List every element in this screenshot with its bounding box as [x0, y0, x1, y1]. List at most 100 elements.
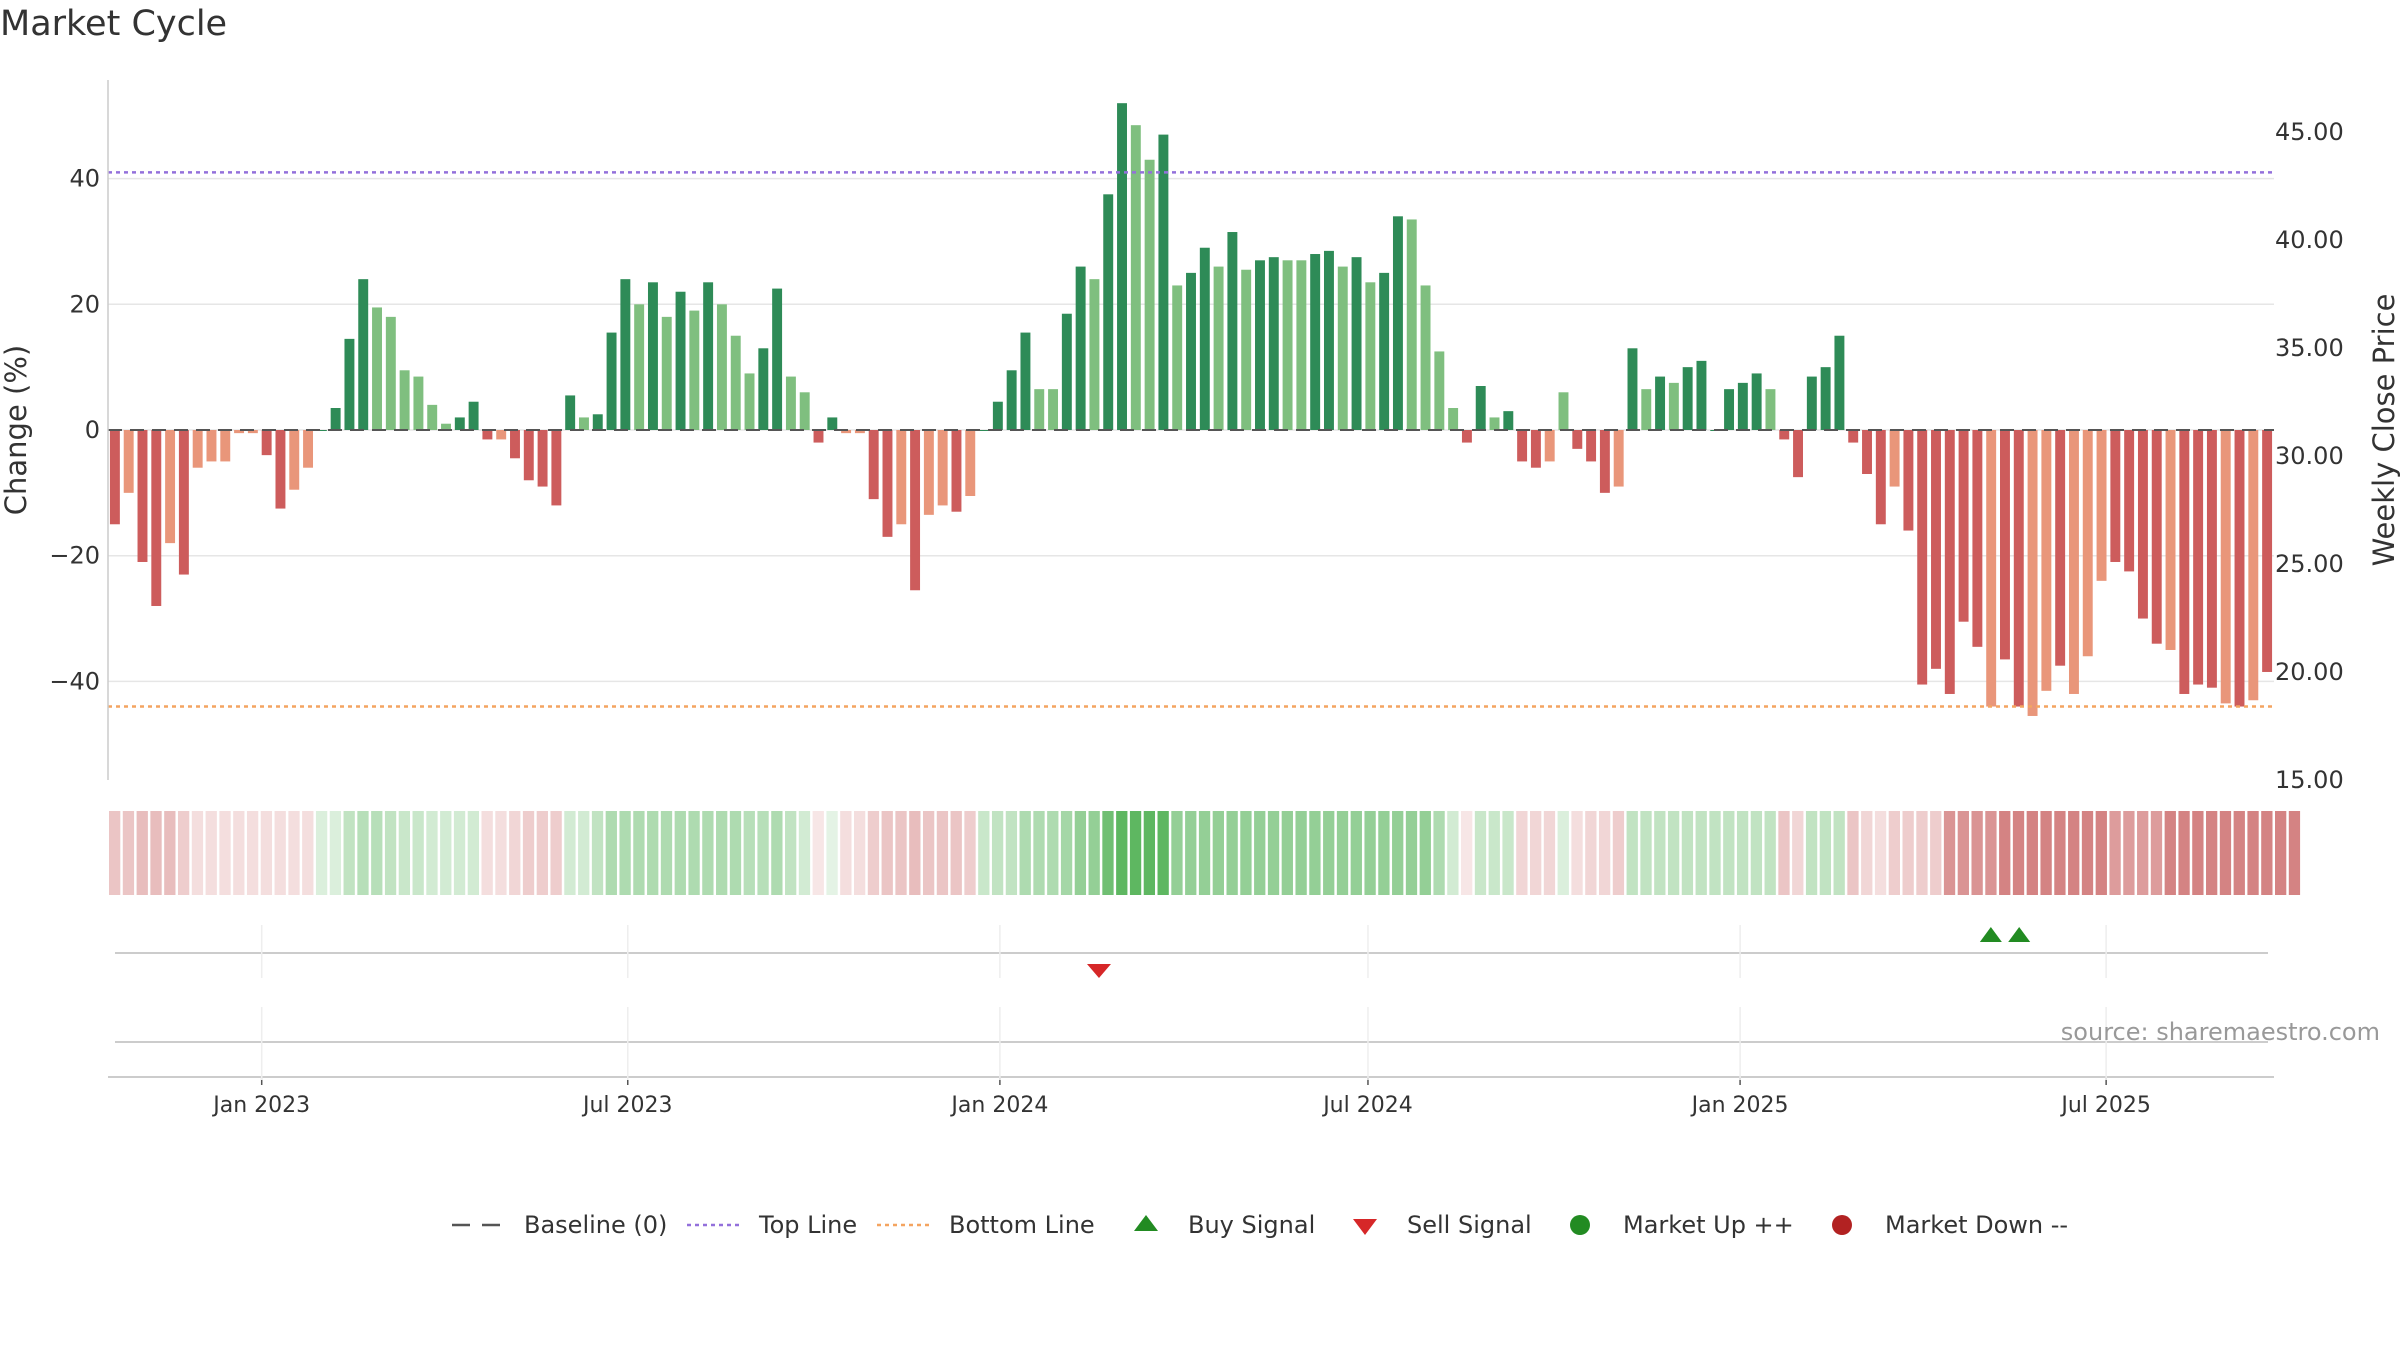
bar [523, 430, 534, 481]
heat-cell [522, 811, 535, 895]
heat-cell [1612, 811, 1625, 895]
legend-label: Baseline (0) [524, 1211, 667, 1239]
heat-cell [357, 811, 369, 895]
bar [937, 430, 948, 506]
bar [2000, 430, 2010, 660]
bar [1668, 382, 1679, 430]
bar [1089, 279, 1100, 430]
heat-cell [881, 811, 893, 895]
buy-signal-marker [2008, 927, 2031, 942]
market-down-icon [1832, 1215, 1852, 1235]
heat-cell [1833, 811, 1845, 895]
bar [2096, 430, 2107, 581]
heat-cell [1516, 811, 1528, 895]
bar [634, 304, 645, 430]
legend-item-market-up-dot[interactable]: Market Up ++ [1570, 1211, 1794, 1239]
axes-layer: −40 −20 0 20 40 15.00 20.00 25.00 30.00 35.00 40.0… [49, 80, 2344, 1118]
y2-tick-label: 25.00 [2275, 550, 2344, 578]
heat-cell [936, 811, 949, 895]
bar [1737, 382, 1748, 430]
heat-cell [1047, 811, 1059, 895]
heat-cell [909, 811, 921, 895]
bar [785, 376, 796, 430]
bar [537, 430, 548, 487]
bar [468, 401, 479, 430]
y2-tick-label: 40.00 [2275, 226, 2344, 254]
bar [703, 282, 714, 430]
bar [261, 430, 272, 456]
bar [841, 430, 852, 434]
heat-cell [853, 811, 866, 895]
bar [620, 279, 631, 430]
bar [1296, 260, 1307, 430]
bar [565, 395, 576, 430]
bar [234, 430, 245, 434]
bar [1848, 430, 1859, 443]
legend-item-buy-triangle[interactable]: Buy Signal [1134, 1211, 1315, 1239]
x-tick-label: Jul 2024 [1321, 1093, 1413, 1118]
bar [427, 404, 438, 430]
bar [1627, 348, 1638, 430]
legend-item-baseline[interactable]: Baseline (0) [452, 1211, 667, 1239]
bar [330, 408, 341, 430]
heat-cell [2095, 811, 2107, 895]
bar [1075, 266, 1086, 430]
bar [1144, 159, 1155, 430]
bar [1820, 367, 1831, 430]
y-tick-label: 20 [69, 290, 100, 318]
heat-cell [1116, 811, 1128, 895]
bar [1461, 430, 1472, 443]
bar [2262, 430, 2273, 672]
heat-cell [578, 811, 590, 895]
bar [1917, 430, 1928, 685]
legend-item-top-line[interactable]: Top Line [687, 1211, 857, 1239]
bar [2165, 430, 2176, 650]
heat-cell [453, 811, 466, 895]
bar [275, 430, 286, 509]
bar [1986, 430, 1997, 707]
bar [799, 392, 810, 430]
bar [882, 430, 893, 537]
legend-item-sell-triangle[interactable]: Sell Signal [1353, 1211, 1532, 1239]
bar [1255, 260, 1265, 430]
bar [1351, 257, 1362, 430]
x-tick-label: Jan 2025 [1690, 1093, 1789, 1118]
heat-cell [964, 811, 976, 895]
bar [2137, 430, 2148, 619]
heat-cell [1074, 811, 1087, 895]
bar [510, 430, 520, 459]
heat-cell [1060, 811, 1073, 895]
heat-cell [384, 811, 397, 895]
heat-cell [122, 811, 135, 895]
bar [206, 430, 217, 462]
legend-item-bottom-line[interactable]: Bottom Line [877, 1211, 1095, 1239]
heat-cell [1957, 811, 1969, 895]
heat-strip [109, 811, 2301, 895]
bar [441, 423, 451, 430]
heat-cell [150, 811, 162, 895]
heat-cell [950, 811, 962, 895]
heat-cell [591, 811, 604, 895]
bar [1655, 376, 1666, 430]
y2-tick-label: 35.00 [2275, 334, 2344, 362]
legend-item-market-down-dot[interactable]: Market Down -- [1832, 1211, 2068, 1239]
heat-cell [2150, 811, 2163, 895]
bar [1323, 250, 1334, 430]
heat-cell [550, 811, 562, 895]
heat-cell [1654, 811, 1666, 895]
heat-cell [660, 811, 673, 895]
bar [1517, 430, 1528, 462]
heat-cell [1640, 811, 1652, 895]
heat-cell [467, 811, 479, 895]
heat-cell [1999, 811, 2011, 895]
heat-cell [2192, 811, 2204, 895]
bar [1599, 430, 1610, 493]
heat-cell [1819, 811, 1832, 895]
bar [1241, 269, 1252, 430]
bar [1434, 351, 1445, 430]
bar [1834, 335, 1845, 430]
heat-cell [1736, 811, 1749, 895]
y2-axis-title: Weekly Close Price [2367, 294, 2400, 567]
bar [1268, 257, 1279, 430]
bar [1724, 389, 1735, 430]
